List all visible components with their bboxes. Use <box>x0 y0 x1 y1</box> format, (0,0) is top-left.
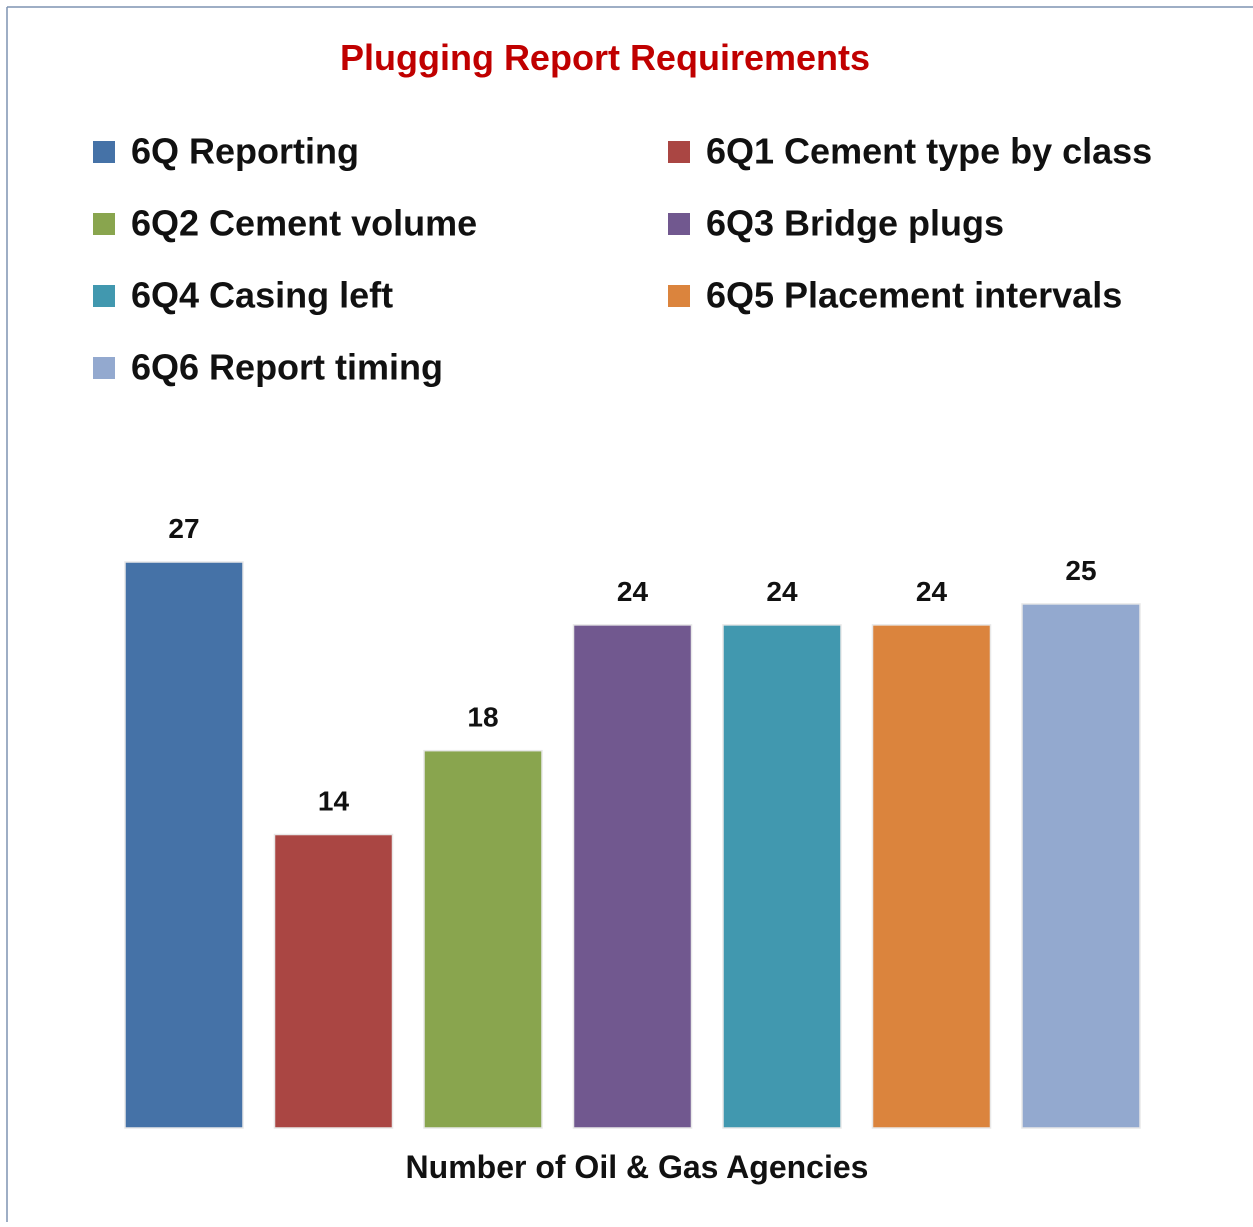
data-label: 24 <box>916 576 948 607</box>
legend-swatch <box>93 213 115 235</box>
data-label: 24 <box>617 576 649 607</box>
legend-label: 6Q2 Cement volume <box>131 203 477 244</box>
data-label: 18 <box>467 702 498 733</box>
legend-swatch <box>668 141 690 163</box>
data-label: 25 <box>1065 555 1096 586</box>
bar <box>273 833 394 1129</box>
bar <box>423 749 543 1129</box>
legend-label: 6Q4 Casing left <box>131 275 393 316</box>
legend-swatch <box>93 357 115 379</box>
x-axis-title: Number of Oil & Gas Agencies <box>406 1149 869 1185</box>
legend-label: 6Q6 Report timing <box>131 347 443 388</box>
data-label: 24 <box>766 576 798 607</box>
bar <box>1021 603 1141 1129</box>
legend-label: 6Q5 Placement intervals <box>706 275 1122 316</box>
bar <box>124 561 244 1129</box>
legend-label: 6Q Reporting <box>131 131 359 172</box>
legend-label: 6Q1 Cement type by class <box>706 131 1152 172</box>
data-label: 27 <box>168 513 199 544</box>
legend-swatch <box>93 141 115 163</box>
bar <box>722 624 842 1129</box>
legend-swatch <box>93 285 115 307</box>
legend-label: 6Q3 Bridge plugs <box>706 203 1004 244</box>
chart-title: Plugging Report Requirements <box>340 37 870 78</box>
legend-swatch <box>668 213 690 235</box>
bar <box>572 624 693 1129</box>
legend-swatch <box>668 285 690 307</box>
bar <box>871 624 992 1129</box>
data-label: 14 <box>318 786 350 817</box>
